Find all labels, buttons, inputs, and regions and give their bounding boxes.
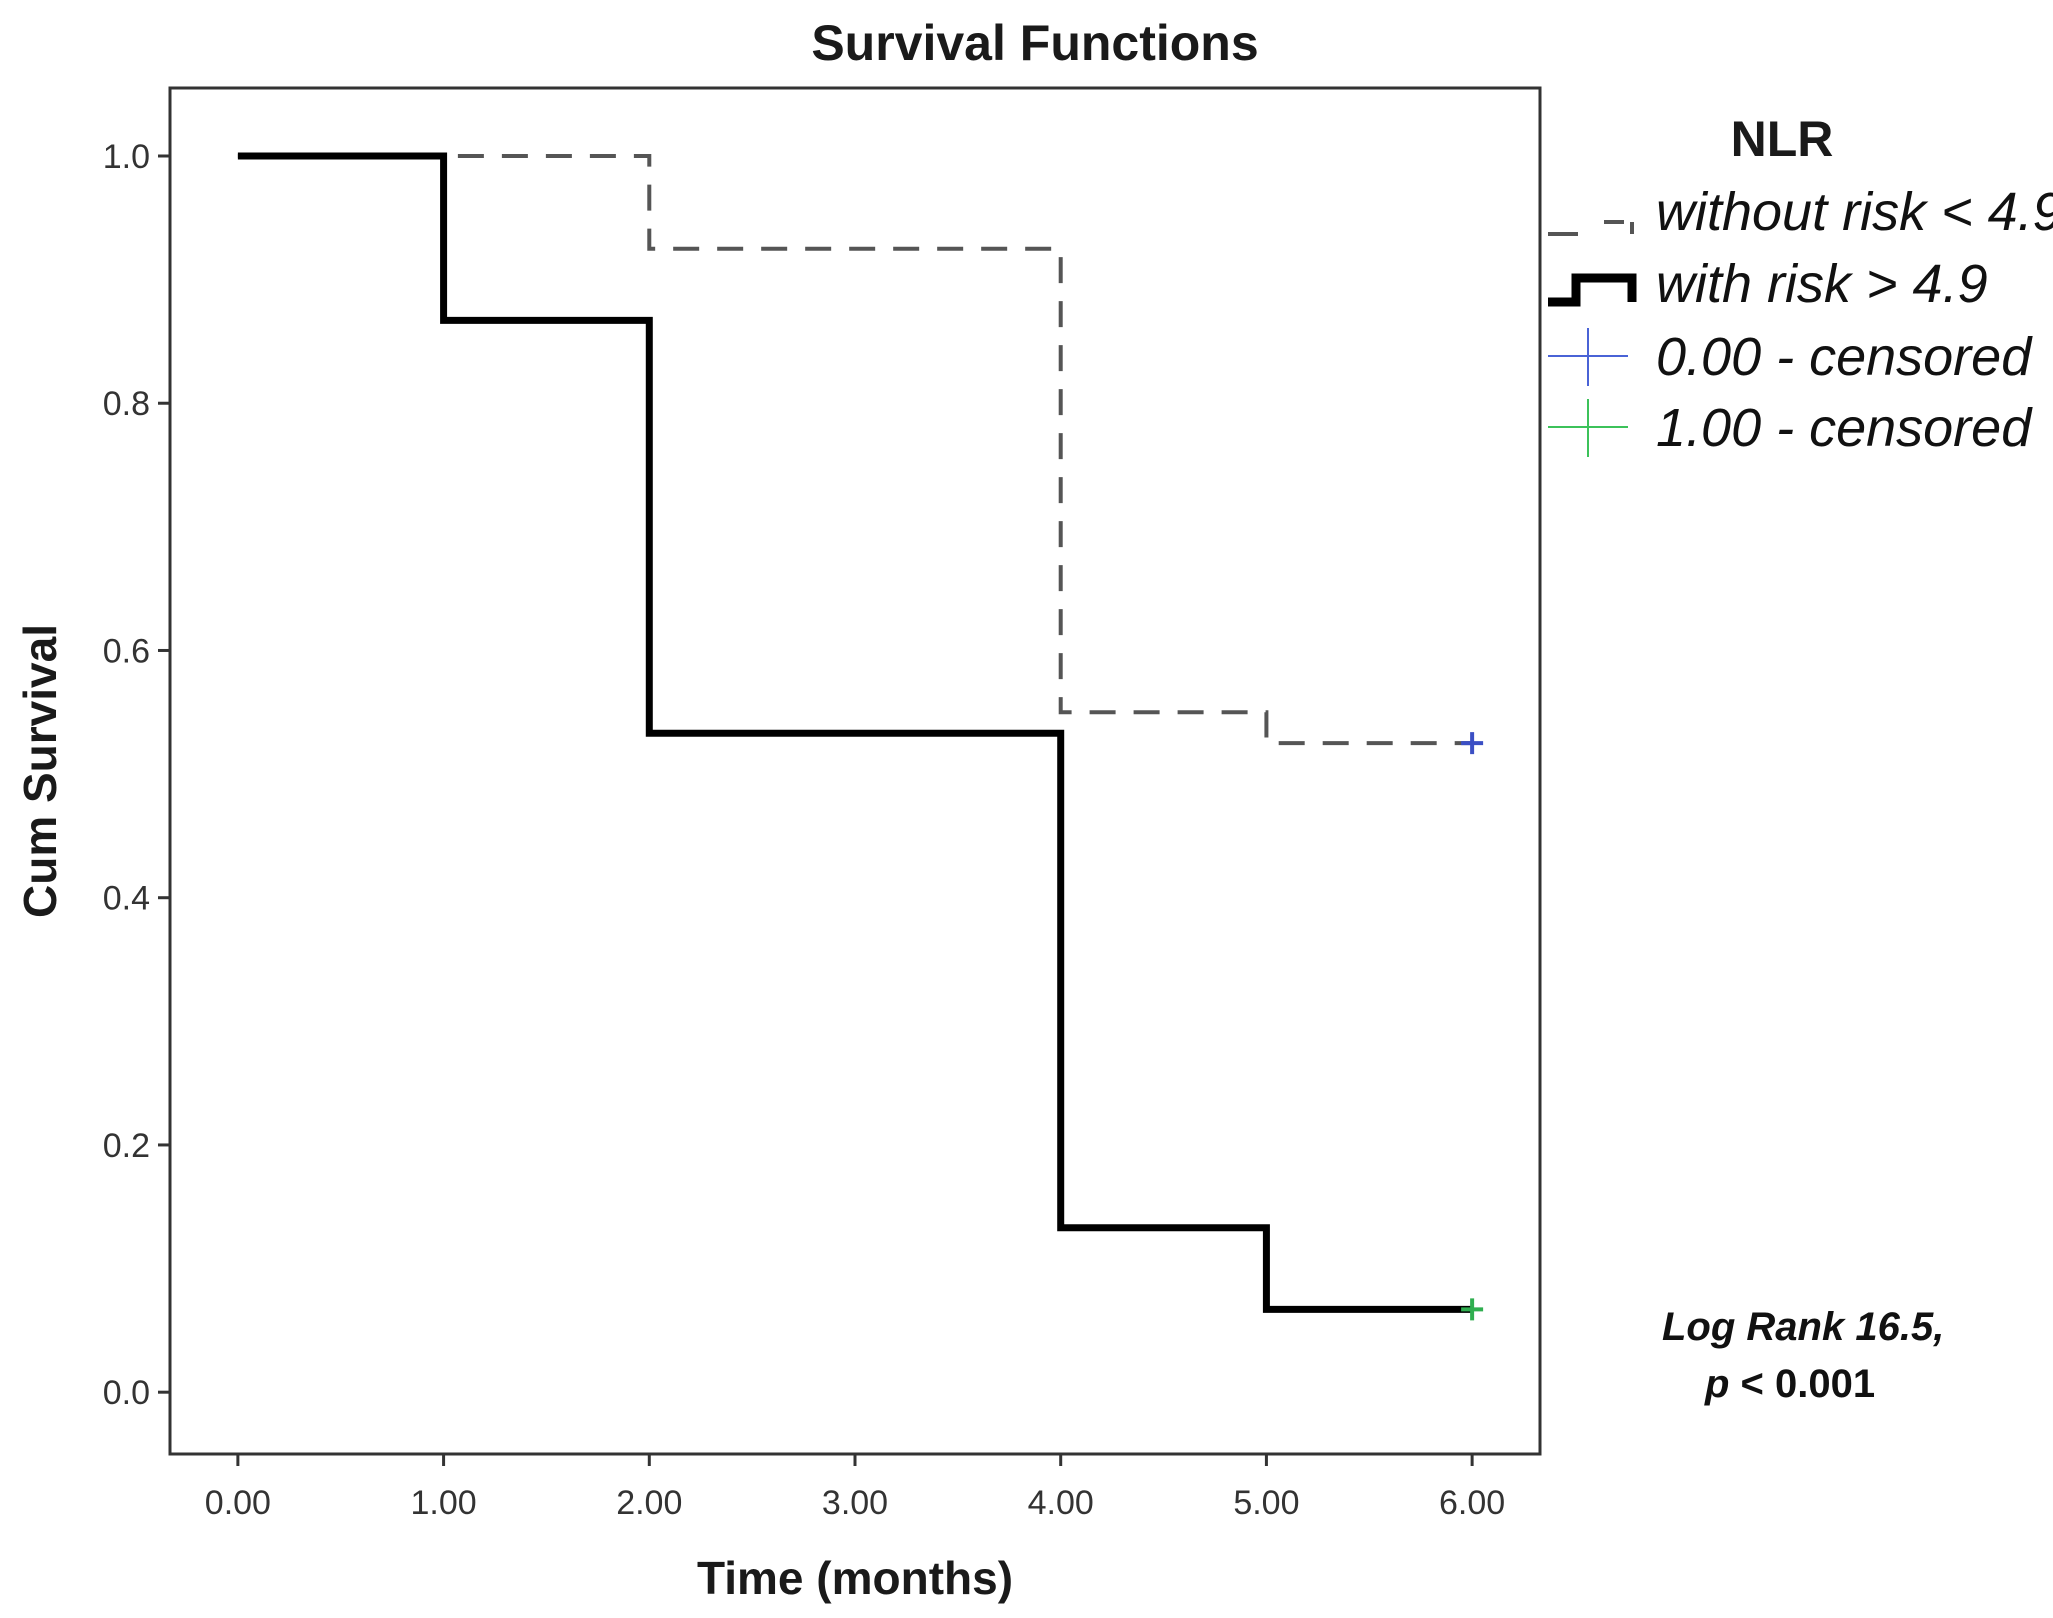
survival-line-with-risk <box>237 152 1473 1313</box>
x-tick-label: 5.00 <box>1233 1484 1299 1522</box>
p-value-annotation: p < 0.001 <box>1704 1362 1875 1406</box>
legend-title: NLR <box>1731 111 1834 167</box>
legend-swatch-with-risk <box>1548 273 1637 307</box>
legend-label-without-risk: without risk < 4.9 <box>1656 182 2053 242</box>
x-axis-label: Time (months) <box>697 1552 1013 1604</box>
x-tick-label: 3.00 <box>822 1484 888 1522</box>
y-axis: 0.0 0.2 0.4 0.6 0.8 1.0 <box>103 138 170 1412</box>
y-tick-label: 0.2 <box>103 1127 150 1165</box>
legend-swatch-without-risk-dash <box>1604 220 1634 234</box>
y-tick-label: 1.0 <box>103 138 150 176</box>
x-tick-label: 2.00 <box>616 1484 682 1522</box>
x-tick-label: 6.00 <box>1439 1484 1505 1522</box>
legend-swatch-censored-0 <box>1548 328 1628 386</box>
censor-marker-with-risk <box>1461 1298 1484 1321</box>
legend-label-censored-0: 0.00 - censored <box>1656 327 2033 387</box>
legend: NLR without risk < 4.9 with risk > 4.9 0… <box>1548 111 2053 458</box>
plot-frame <box>168 86 1542 1456</box>
p-value-text: < 0.001 <box>1729 1362 1875 1406</box>
chart-title: Survival Functions <box>811 15 1258 71</box>
series-layer <box>237 152 1484 1321</box>
survival-line-without-risk <box>237 153 1473 746</box>
x-tick-label: 4.00 <box>1028 1484 1094 1522</box>
y-tick-label: 0.4 <box>103 880 150 918</box>
x-tick-label: 0.00 <box>205 1484 271 1522</box>
p-symbol: p <box>1704 1362 1729 1406</box>
y-axis-label: Cum Survival <box>14 624 66 918</box>
legend-label-censored-1: 1.00 - censored <box>1656 398 2033 458</box>
legend-label-with-risk: with risk > 4.9 <box>1656 254 1988 314</box>
censor-marker-without-risk <box>1461 732 1484 755</box>
y-tick-label: 0.6 <box>103 632 150 670</box>
log-rank-annotation: Log Rank 16.5, <box>1662 1305 1944 1349</box>
x-tick-label: 1.00 <box>410 1484 476 1522</box>
y-tick-label: 0.8 <box>103 385 150 423</box>
x-axis: 0.00 1.00 2.00 3.00 4.00 5.00 6.00 <box>205 1454 1505 1522</box>
legend-swatch-censored-1 <box>1548 399 1628 457</box>
y-tick-label: 0.0 <box>103 1374 150 1412</box>
